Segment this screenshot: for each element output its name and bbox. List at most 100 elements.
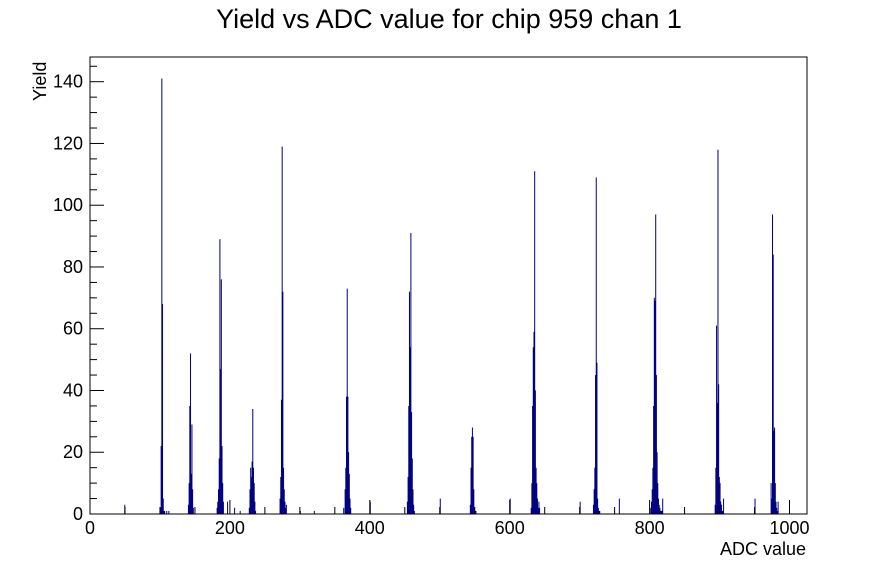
histogram-bar xyxy=(191,424,193,514)
histogram-bar xyxy=(192,489,194,514)
histogram-bar xyxy=(593,489,595,514)
histogram-bar xyxy=(719,483,721,514)
histogram-bar xyxy=(660,510,662,514)
y-tick-label: 140 xyxy=(53,72,83,92)
histogram-bar xyxy=(344,489,346,514)
histogram-bar xyxy=(285,507,287,514)
histogram-bar xyxy=(534,171,536,514)
histogram-bar xyxy=(168,510,170,514)
histogram-bar xyxy=(190,353,192,514)
y-tick-label: 60 xyxy=(63,319,83,339)
histogram-bar xyxy=(409,347,411,514)
histogram-bar xyxy=(773,430,775,514)
histogram-bar xyxy=(651,501,653,514)
histogram-bar xyxy=(720,501,722,514)
histogram-bar xyxy=(408,405,410,514)
histogram-bar xyxy=(348,452,350,514)
histogram-bar xyxy=(281,146,283,515)
histogram-bar xyxy=(218,458,220,514)
plot-frame xyxy=(89,56,808,515)
histogram-bar xyxy=(350,507,352,514)
histogram-bar xyxy=(655,214,657,515)
histogram-bar xyxy=(252,467,254,514)
histogram-bar xyxy=(595,177,597,514)
histogram-bar xyxy=(343,507,345,514)
histogram-bar xyxy=(472,436,474,514)
histogram-bar xyxy=(255,510,257,514)
x-tick-label: 0 xyxy=(85,518,95,538)
histogram-bar xyxy=(346,288,348,514)
histogram-bar xyxy=(661,510,663,514)
histogram-bar xyxy=(192,507,194,514)
histogram-bar xyxy=(592,504,594,514)
histogram-bar xyxy=(162,498,164,514)
histogram-bar xyxy=(599,510,601,514)
histogram-bar xyxy=(163,510,165,514)
histogram-bar xyxy=(346,396,348,514)
y-axis-label: Yield xyxy=(30,62,50,101)
histogram-bar xyxy=(408,291,410,514)
histogram-bar xyxy=(227,501,229,514)
histogram-bar xyxy=(252,409,254,514)
histogram-bar xyxy=(716,325,718,514)
histogram-bar xyxy=(530,507,532,514)
histogram-bar xyxy=(595,375,597,514)
histogram-bar xyxy=(411,458,413,514)
histogram-bar xyxy=(345,467,347,514)
histogram-bar xyxy=(657,483,659,514)
histogram-bar xyxy=(283,489,285,514)
histogram-bar xyxy=(410,233,412,514)
histogram-bar xyxy=(220,368,222,514)
histogram-bar xyxy=(754,498,756,514)
y-tick-label: 40 xyxy=(63,380,83,400)
histogram-bar xyxy=(164,510,166,514)
histogram-bar xyxy=(470,467,472,514)
histogram-bar xyxy=(218,489,220,514)
histogram-bar xyxy=(439,498,441,514)
histogram-bar xyxy=(718,384,720,514)
histogram-bar xyxy=(253,483,255,514)
histogram-bar xyxy=(313,510,315,514)
y-tick-label: 100 xyxy=(53,195,83,215)
y-axis-ticks: 0 20 40 60 80 100 120 140 xyxy=(53,65,104,524)
histogram-bar xyxy=(618,498,620,514)
histogram-bar xyxy=(234,507,236,514)
histogram-bar xyxy=(166,510,168,514)
histogram-bars xyxy=(124,78,779,515)
histogram-bar xyxy=(598,510,600,514)
histogram-bar xyxy=(532,405,534,514)
histogram-bar xyxy=(412,489,414,514)
histogram-bar xyxy=(187,504,189,514)
histogram-bar xyxy=(716,402,718,514)
x-axis-label: ADC value xyxy=(720,539,806,559)
histogram-bar xyxy=(774,483,776,514)
x-tick-label: 400 xyxy=(355,518,385,538)
histogram-bar xyxy=(714,504,716,514)
histogram-bar xyxy=(348,473,350,514)
histogram-bar xyxy=(658,498,659,514)
histogram-bar xyxy=(772,214,774,515)
histogram-bar xyxy=(537,507,539,514)
histogram-bar xyxy=(220,279,222,514)
histogram-bar xyxy=(285,504,287,514)
histogram-bar xyxy=(770,483,772,514)
histogram-bar xyxy=(721,510,723,514)
histogram-bar xyxy=(722,510,724,514)
histogram-bar xyxy=(471,427,473,514)
histogram-bar xyxy=(221,446,223,514)
histogram-bar xyxy=(656,452,658,514)
histogram-bar xyxy=(594,467,596,514)
histogram-bar xyxy=(413,504,415,514)
histogram-bar xyxy=(469,504,471,514)
x-tick-label: 600 xyxy=(495,518,525,538)
histogram-bar xyxy=(280,476,282,514)
histogram-bar xyxy=(239,510,241,514)
x-axis-ticks: 0 200 400 600 800 1000 xyxy=(85,500,810,538)
histogram-bar xyxy=(248,507,250,514)
histogram-bar xyxy=(771,498,773,514)
histogram-bar xyxy=(536,483,538,514)
histogram-bar xyxy=(217,501,219,514)
histogram-bar xyxy=(509,498,511,514)
histogram-bar xyxy=(280,399,282,514)
histogram-bar xyxy=(772,254,774,514)
